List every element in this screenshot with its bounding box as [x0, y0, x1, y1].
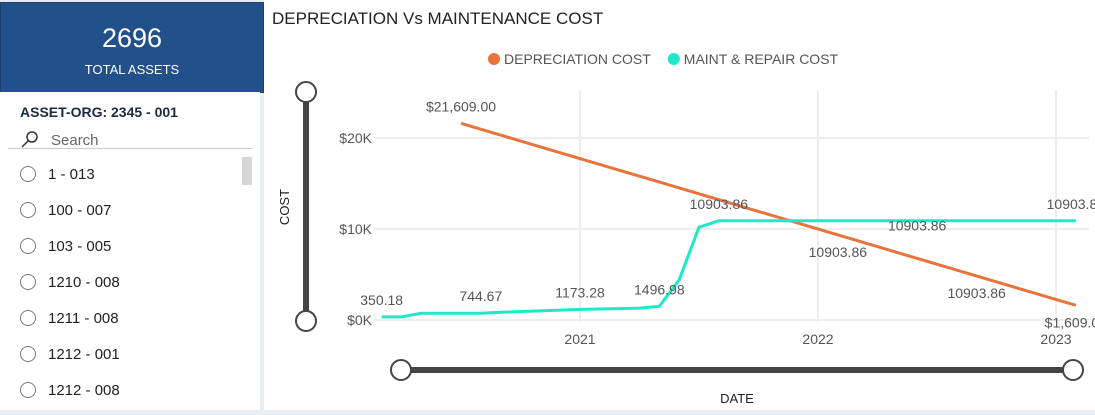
total-assets-value: 2696: [101, 23, 163, 53]
radio-button[interactable]: [20, 238, 36, 254]
slicer-item-label: 1211 - 008: [48, 309, 119, 327]
data-label: 1496.98: [634, 281, 685, 297]
y-slider-handle-top[interactable]: [295, 81, 317, 103]
data-label: 10903.86: [1047, 196, 1095, 212]
slicer-item[interactable]: 100 - 007: [20, 198, 111, 222]
search-input[interactable]: Search: [8, 128, 253, 149]
x-tick-label: 2022: [802, 331, 833, 347]
series-line-1: [381, 219, 1076, 319]
search-placeholder: Search: [51, 132, 99, 149]
x-tick-label: 2021: [564, 331, 595, 347]
x-slider-handle-left[interactable]: [390, 359, 412, 381]
data-label: 1173.28: [555, 284, 605, 300]
slicer-item-label: 100 - 007: [48, 201, 112, 219]
series-line-0: [460, 121, 1077, 307]
radio-button[interactable]: [20, 202, 36, 218]
total-assets-card: 2696 TOTAL ASSETS: [0, 2, 264, 93]
data-label: 10903.86: [690, 196, 749, 212]
slicer-item[interactable]: 1 - 013: [20, 162, 95, 186]
slicer-item-label: 1212 - 001: [48, 345, 120, 363]
slicer-item[interactable]: 1210 - 008: [20, 270, 120, 294]
scrollbar[interactable]: [242, 157, 252, 185]
data-label: 350.18: [360, 292, 403, 308]
slicer-title: ASSET-ORG: 2345 - 001: [20, 104, 178, 120]
line-chart: DEPRECIATION Vs MAINTENANCE COST DEPRECIA…: [272, 9, 1095, 406]
radio-button[interactable]: [20, 166, 36, 182]
chart-panel: DEPRECIATION Vs MAINTENANCE COST DEPRECIA…: [264, 0, 1095, 410]
radio-button[interactable]: [20, 274, 36, 290]
slicer-item-label: 1210 - 008: [48, 273, 120, 291]
y-tick-label: $0K: [347, 312, 373, 328]
slicer-item-label: 103 - 005: [48, 237, 112, 255]
radio-button[interactable]: [20, 310, 36, 326]
data-label: $21,609.00: [426, 98, 496, 114]
legend-marker: [667, 53, 680, 65]
legend-label: MAINT & REPAIR COST: [684, 51, 839, 67]
radio-button[interactable]: [20, 382, 36, 398]
chart-title: DEPRECIATION Vs MAINTENANCE COST: [272, 9, 603, 28]
y-tick-label: $20K: [339, 130, 372, 146]
total-assets-label: TOTAL ASSETS: [84, 62, 180, 77]
slicer-item[interactable]: 1212 - 008: [20, 378, 120, 402]
search-icon: [21, 131, 38, 148]
data-label: 744.67: [459, 288, 502, 304]
y-axis-title: COST: [277, 189, 292, 225]
slicer-item-label: 1212 - 008: [48, 381, 120, 399]
asset-org-slicer: ASSET-ORG: 2345 - 001 Search 1 - 013 100 …: [0, 92, 260, 410]
x-axis-title: DATE: [720, 391, 754, 406]
legend-label: DEPRECIATION COST: [504, 51, 651, 67]
slicer-item[interactable]: 1211 - 008: [20, 306, 119, 330]
slicer-item-label: 1 - 013: [48, 165, 95, 183]
data-label: $1,609.00: [1045, 314, 1095, 330]
data-label: 10903.86: [947, 285, 1006, 301]
slicer-item[interactable]: 103 - 005: [20, 234, 111, 258]
slicer-item[interactable]: 1212 - 001: [20, 342, 120, 366]
legend-marker: [488, 53, 500, 65]
x-tick-label: 2023: [1040, 331, 1071, 347]
y-tick-label: $10K: [339, 221, 372, 237]
radio-button[interactable]: [20, 346, 36, 362]
data-label: 10903.86: [809, 244, 868, 260]
x-slider-handle-right[interactable]: [1062, 359, 1084, 381]
y-slider-handle-bottom[interactable]: [295, 310, 317, 332]
data-label: 10903.86: [888, 218, 947, 234]
